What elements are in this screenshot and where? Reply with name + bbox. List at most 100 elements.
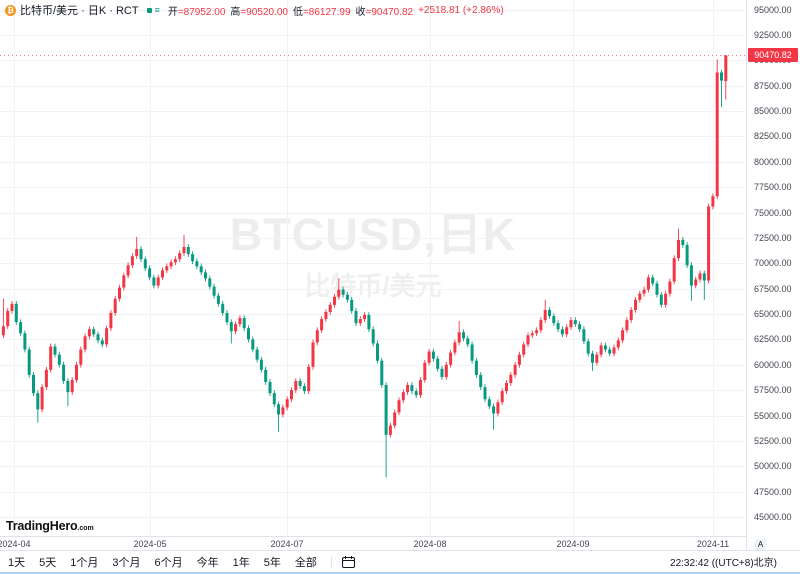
candle (466, 335, 470, 348)
ohlc-label: 开 (167, 6, 178, 18)
candle (173, 256, 177, 266)
candle (23, 330, 27, 353)
candle (294, 378, 298, 393)
candle (659, 291, 663, 308)
candle (685, 242, 689, 269)
candle (264, 366, 268, 385)
ohlc-segment: 开=87952.00 (168, 3, 226, 18)
candle (560, 326, 564, 338)
candle (195, 258, 199, 270)
candle (148, 265, 152, 281)
range-button-6个月[interactable]: 6个月 (154, 556, 183, 569)
ohlc-segment: 高=90520.00 (230, 3, 288, 18)
candle (436, 355, 440, 372)
price-axis[interactable]: 45000.00 47500.00 50000.00 52500.00 55000.00… (746, 0, 800, 550)
candle (358, 316, 362, 326)
calendar-icon[interactable] (341, 555, 355, 568)
candle (625, 317, 629, 334)
auto-scale-button[interactable]: A (754, 539, 767, 550)
candle (10, 301, 14, 314)
range-button-5年[interactable]: 5年 (263, 556, 281, 569)
chart-svg (0, 0, 746, 536)
candle (139, 246, 143, 263)
candle (212, 283, 216, 299)
ohlc-value: =90470.82 (365, 6, 414, 18)
candle (505, 380, 508, 394)
ohlc-label: 低 (292, 6, 303, 18)
price-tick-label: 70000.00 (754, 258, 792, 269)
current-price-badge: 90470.82 (748, 48, 798, 63)
candle (79, 346, 83, 368)
candle (113, 295, 117, 316)
candlestick-chart[interactable] (0, 0, 746, 536)
candle (646, 274, 650, 293)
candle (247, 325, 250, 343)
candle (384, 382, 388, 478)
bottom-toolbar: 1天 5天 1个月 3个月 6个月 今年 1年 5年 全部 22:32:42 ((UTC+8)北… (0, 550, 800, 572)
candle (462, 329, 465, 342)
candle (526, 332, 530, 348)
candle (36, 390, 40, 423)
candle (509, 372, 513, 386)
candle (634, 296, 637, 313)
indicator-lines-icon[interactable]: ≡ (154, 4, 160, 15)
candle (565, 324, 569, 338)
candle (530, 330, 534, 339)
candle (677, 228, 680, 262)
price-tick-label: 65000.00 (754, 309, 792, 319)
price-tick-label: 85000.00 (754, 106, 792, 116)
candle (178, 250, 182, 263)
candle (333, 293, 336, 308)
candle (6, 308, 10, 330)
bitcoin-icon: ₿ (5, 4, 16, 16)
range-button-1年[interactable]: 1年 (232, 556, 250, 569)
candle (483, 384, 487, 403)
candle (234, 321, 238, 335)
candle (664, 290, 668, 308)
candle (242, 315, 246, 332)
candle (307, 363, 311, 394)
candle (122, 272, 126, 291)
range-buttons: 1天 5天 1个月 3个月 6个月 今年 1年 5年 全部 (8, 553, 331, 571)
candle (543, 299, 547, 323)
grid-lines (0, 0, 746, 536)
candle (363, 312, 367, 322)
clock-timezone[interactable]: 22:32:42 ((UTC+8)北京) (670, 558, 777, 569)
candle (376, 340, 379, 364)
candle (569, 317, 573, 331)
price-tick-label: 95000.00 (754, 4, 792, 15)
ohlc-value: =86127.99 (302, 6, 351, 18)
range-button-1个月[interactable]: 1个月 (70, 556, 99, 569)
logo-text: TradingHero (6, 519, 78, 533)
candle (290, 387, 293, 403)
candle (337, 278, 341, 300)
candle (655, 280, 659, 298)
time-axis[interactable]: 2024-04 2024-05 2024-07 2024-08 2024-09 2024-… (0, 536, 746, 550)
candle (440, 365, 444, 380)
symbol-title[interactable]: 比特币/美元 · 日K · RCT (20, 5, 139, 17)
candle (612, 344, 616, 357)
ohlc-values: 开=87952.00 高=90520.00 低=86127.99 收=90470.82 (168, 3, 418, 18)
logo-suffix: .com (77, 525, 94, 532)
candle (444, 361, 448, 380)
candle (367, 312, 371, 333)
price-tick-label: 55000.00 (754, 410, 792, 421)
range-button-3个月[interactable]: 3个月 (112, 556, 141, 569)
range-button-5天[interactable]: 5天 (39, 556, 57, 569)
range-button-今年[interactable]: 今年 (196, 556, 219, 569)
candle (225, 310, 229, 325)
range-button-1天[interactable]: 1天 (8, 556, 26, 569)
ohlc-value: =87952.00 (177, 6, 226, 18)
ohlc-label: 高 (230, 6, 241, 18)
price-tick-label: 50000.00 (754, 461, 792, 472)
range-button-全部[interactable]: 全部 (294, 556, 317, 569)
candle (556, 320, 560, 333)
ohlc-segment: 低=86127.99 (293, 3, 351, 18)
candle (83, 333, 87, 353)
candle (638, 290, 642, 303)
candle (552, 313, 556, 326)
candle (324, 309, 328, 322)
price-tick-label: 62500.00 (754, 334, 792, 345)
candle (354, 308, 358, 326)
candle (315, 327, 319, 346)
